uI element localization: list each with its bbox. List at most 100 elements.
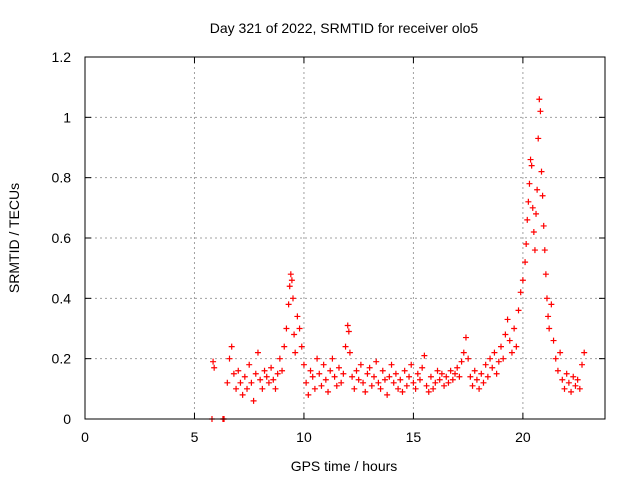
data-point <box>360 379 367 386</box>
data-point <box>309 373 316 380</box>
data-point <box>570 373 577 380</box>
data-point <box>480 379 487 386</box>
data-point <box>241 373 248 380</box>
data-point <box>482 361 489 368</box>
data-point <box>430 385 437 392</box>
data-point <box>290 295 296 302</box>
data-point <box>320 361 327 368</box>
data-point <box>552 355 559 362</box>
data-point <box>230 370 237 377</box>
data-point <box>364 370 371 377</box>
data-point <box>478 370 485 377</box>
data-point <box>246 361 253 368</box>
data-point <box>517 289 524 296</box>
data-point <box>443 373 450 380</box>
data-point <box>287 271 294 278</box>
data-point <box>259 385 266 392</box>
data-point <box>572 382 579 389</box>
data-point <box>406 373 413 380</box>
data-point <box>346 349 353 356</box>
data-point <box>318 382 325 389</box>
data-point <box>403 382 410 389</box>
y-tick-label: 0.2 <box>52 351 72 367</box>
data-point <box>476 385 483 392</box>
data-point <box>292 349 299 356</box>
y-tick-label: 0.8 <box>52 170 72 186</box>
data-point <box>408 361 415 368</box>
data-point <box>285 301 292 308</box>
data-point <box>434 367 441 374</box>
data-point <box>386 373 393 380</box>
data-point <box>250 397 257 404</box>
data-point <box>239 391 246 398</box>
data-point <box>493 370 500 377</box>
data-point <box>311 385 318 392</box>
data-point <box>314 355 321 362</box>
data-point <box>254 349 261 356</box>
data-point <box>335 364 342 371</box>
y-axis-label: SRMTID / TECUs <box>6 183 22 293</box>
data-point <box>513 343 520 350</box>
data-point <box>412 385 419 392</box>
y-tick-label: 0.6 <box>52 230 72 246</box>
data-point <box>416 376 423 383</box>
data-point <box>541 247 548 254</box>
data-point <box>395 385 402 392</box>
data-point <box>366 364 373 371</box>
data-point <box>467 373 474 380</box>
data-point <box>495 358 502 365</box>
data-point <box>373 358 380 365</box>
data-point <box>534 186 541 193</box>
data-point <box>331 373 338 380</box>
data-point <box>226 355 233 362</box>
data-point <box>524 216 531 223</box>
x-tick-label: 15 <box>406 429 422 445</box>
data-point <box>456 373 463 380</box>
data-point <box>511 325 518 332</box>
data-point <box>357 361 364 368</box>
data-point <box>519 277 526 284</box>
data-point <box>298 343 305 350</box>
data-point <box>345 328 352 335</box>
data-point <box>307 367 314 374</box>
data-point <box>576 385 583 392</box>
data-point <box>248 379 255 386</box>
data-point <box>465 355 472 362</box>
y-tick-label: 1.2 <box>52 49 72 65</box>
data-point <box>423 382 430 389</box>
data-point <box>237 379 244 386</box>
data-point <box>427 373 434 380</box>
data-point <box>523 241 530 248</box>
y-tick-label: 0 <box>63 411 71 427</box>
data-point <box>432 379 439 386</box>
data-point <box>557 349 564 356</box>
data-point <box>235 367 242 374</box>
data-point <box>533 210 540 217</box>
data-point <box>522 259 529 266</box>
data-point <box>390 379 397 386</box>
data-point <box>414 370 421 377</box>
data-point <box>300 361 307 368</box>
data-points <box>208 96 588 422</box>
data-point <box>263 373 270 380</box>
data-point <box>539 192 546 199</box>
data-point <box>540 222 547 229</box>
x-tick-label: 5 <box>191 429 199 445</box>
data-point <box>502 331 509 338</box>
data-point <box>438 370 445 377</box>
data-point <box>542 271 549 278</box>
data-point <box>531 247 538 254</box>
data-point <box>565 379 572 386</box>
tick-labels: 0 0.2 0.4 0.6 0.8 1 1.2 0 5 10 15 20 <box>52 49 531 445</box>
data-point <box>473 376 480 383</box>
data-point <box>528 162 535 169</box>
data-point <box>515 307 522 314</box>
data-point <box>425 388 432 395</box>
data-point <box>353 367 360 374</box>
data-point <box>530 228 537 235</box>
chart-title: Day 321 of 2022, SRMTID for receiver olo… <box>210 20 479 36</box>
data-point <box>525 198 532 205</box>
data-point <box>283 325 290 332</box>
data-point <box>355 376 362 383</box>
